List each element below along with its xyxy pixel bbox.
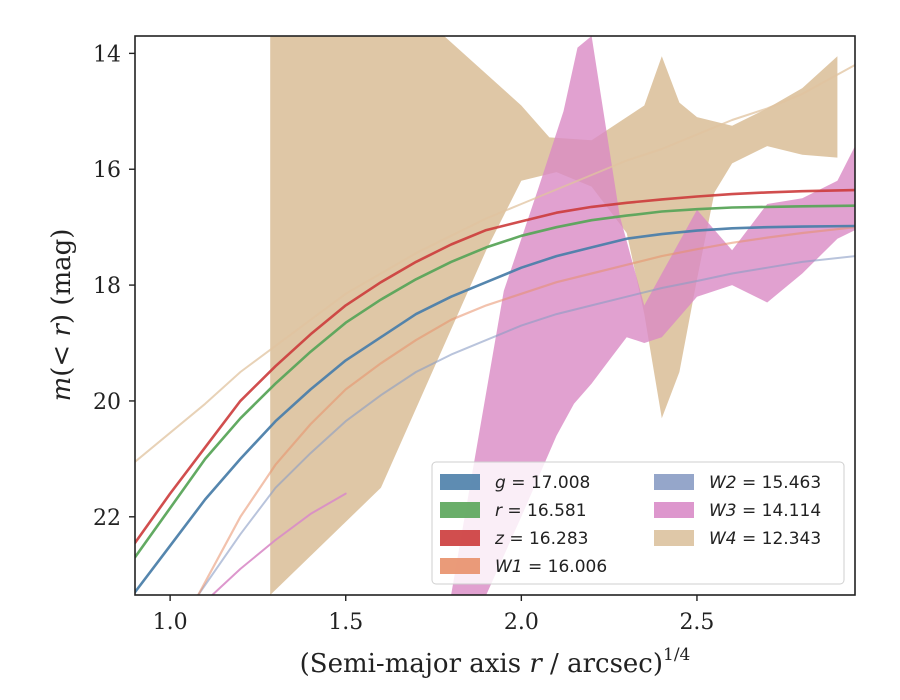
legend-swatch-w4 <box>654 530 694 546</box>
uncertainty-bands <box>270 36 855 595</box>
legend-label-g: g = 17.008 <box>495 473 590 493</box>
series-line-z <box>135 188 855 545</box>
legend-label-w4: W4 = 12.343 <box>709 529 821 549</box>
legend-label-w3: W3 = 14.114 <box>709 501 821 521</box>
y-tick-label: 14 <box>93 42 121 67</box>
x-tick-label: 2.0 <box>504 610 539 635</box>
legend-swatch-z <box>440 530 480 546</box>
legend-swatch-w1 <box>440 558 480 574</box>
legend-box <box>431 461 845 585</box>
x-axis-label: (Semi-major axis r / arcsec)1/4 <box>300 645 691 679</box>
legend-swatch-w3 <box>654 502 694 518</box>
legend-swatch-r <box>440 502 480 518</box>
x-axis: 1.0 1.5 2.0 2.5 <box>153 595 714 635</box>
x-tick-label: 2.5 <box>679 610 714 635</box>
y-axis-label: m(< r) (mag) <box>47 229 77 402</box>
series-line-w4 <box>135 64 855 463</box>
legend-label-w2: W2 = 15.463 <box>709 473 821 493</box>
legend-label-r: r = 16.581 <box>495 501 587 521</box>
y-tick-label: 20 <box>93 390 121 415</box>
band-w3 <box>451 36 855 595</box>
legend-label-z: z = 16.283 <box>494 529 588 549</box>
y-tick-label: 18 <box>93 274 121 299</box>
series-line-w1 <box>197 226 855 595</box>
legend-swatch-w2 <box>654 474 694 490</box>
plot-frame <box>134 35 856 596</box>
y-tick-label: 16 <box>93 158 121 183</box>
x-tick-label: 1.0 <box>153 610 188 635</box>
series-line-w3 <box>211 492 347 595</box>
legend-label-w1: W1 = 16.006 <box>495 557 607 577</box>
y-tick-label: 22 <box>93 506 121 531</box>
band-w4 <box>270 36 838 595</box>
y-axis: 14 16 18 20 22 <box>93 42 135 531</box>
legend: g = 17.008 r = 16.581 z = 16.283 W1 = 16.00… <box>431 461 845 585</box>
series-line-g <box>135 224 855 594</box>
series-lines <box>135 64 855 595</box>
series-line-w2 <box>197 255 855 595</box>
x-tick-label: 1.5 <box>328 610 363 635</box>
legend-swatch-g <box>440 474 480 490</box>
series-line-r <box>135 204 855 559</box>
